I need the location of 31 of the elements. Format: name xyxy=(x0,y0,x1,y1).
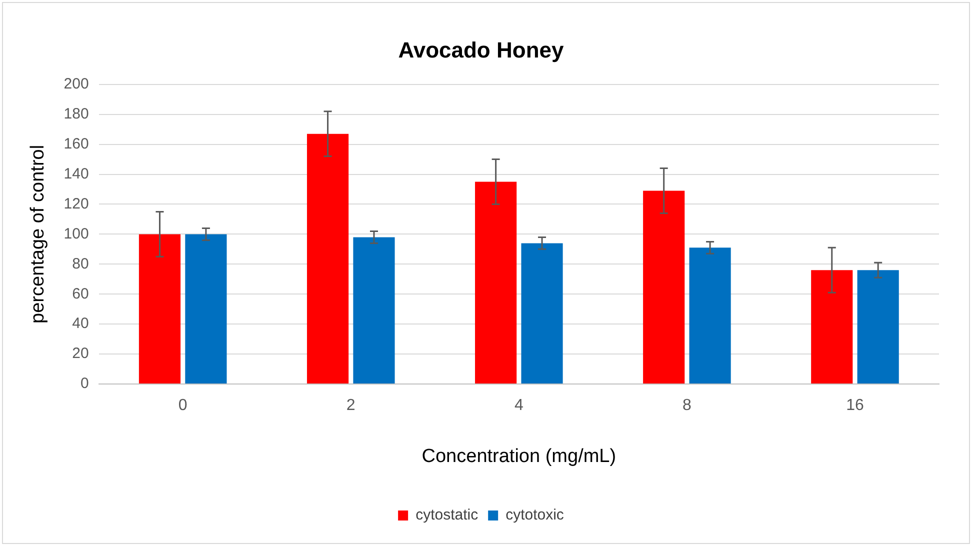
y-tick-label: 100 xyxy=(64,225,89,242)
y-tick-label: 140 xyxy=(64,165,89,182)
y-tick-label: 0 xyxy=(80,375,89,392)
bar xyxy=(643,190,685,384)
x-tick-label: 0 xyxy=(178,397,188,414)
y-tick-label: 20 xyxy=(72,345,89,362)
y-tick-label: 200 xyxy=(64,76,89,93)
y-tick-label: 180 xyxy=(64,106,89,122)
bar xyxy=(475,182,517,384)
legend-label: cytotoxic xyxy=(506,506,564,524)
bar xyxy=(857,270,899,384)
x-tick-label: 2 xyxy=(346,397,356,414)
bar xyxy=(689,248,731,384)
y-tick-label: 40 xyxy=(72,315,89,332)
y-tick-label: 60 xyxy=(72,285,89,302)
x-axis-title: Concentration (mg/mL) xyxy=(422,446,616,467)
bar xyxy=(353,237,395,384)
x-tick-label: 16 xyxy=(846,397,864,414)
bar xyxy=(811,270,853,384)
bar xyxy=(185,234,227,384)
x-tick-label: 4 xyxy=(514,397,524,414)
y-tick-label: 120 xyxy=(64,195,89,212)
bar xyxy=(306,134,349,384)
bar xyxy=(521,243,563,384)
chart-title: Avocado Honey xyxy=(398,37,564,62)
y-tick-label: 160 xyxy=(64,135,89,152)
bar xyxy=(138,234,181,384)
y-tick-label: 80 xyxy=(72,255,89,272)
x-tick-label: 8 xyxy=(682,397,692,414)
legend-label: cytostatic xyxy=(416,506,479,524)
y-axis-title: percentage of control xyxy=(28,144,49,324)
